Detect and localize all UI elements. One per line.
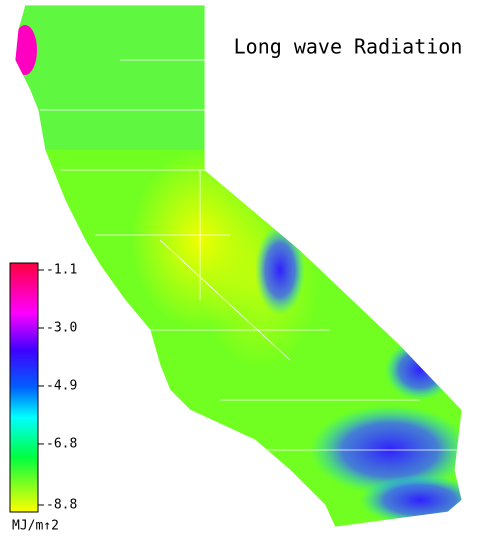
colorbar xyxy=(9,262,39,513)
colorbar-tick-label: -3.0 xyxy=(46,320,77,335)
colorbar-gradient xyxy=(9,262,39,513)
colorbar-tick-label: -6.8 xyxy=(46,436,77,451)
colorbar-tick-label: -4.9 xyxy=(46,378,77,393)
colorbar-tick-label: -8.8 xyxy=(46,498,77,513)
map-title: Long wave Radiation xyxy=(234,35,463,59)
colorbar-tick-label: -1.1 xyxy=(46,263,77,278)
colorbar-unit: MJ/m↑2 xyxy=(12,519,59,534)
county-lines xyxy=(14,4,463,528)
